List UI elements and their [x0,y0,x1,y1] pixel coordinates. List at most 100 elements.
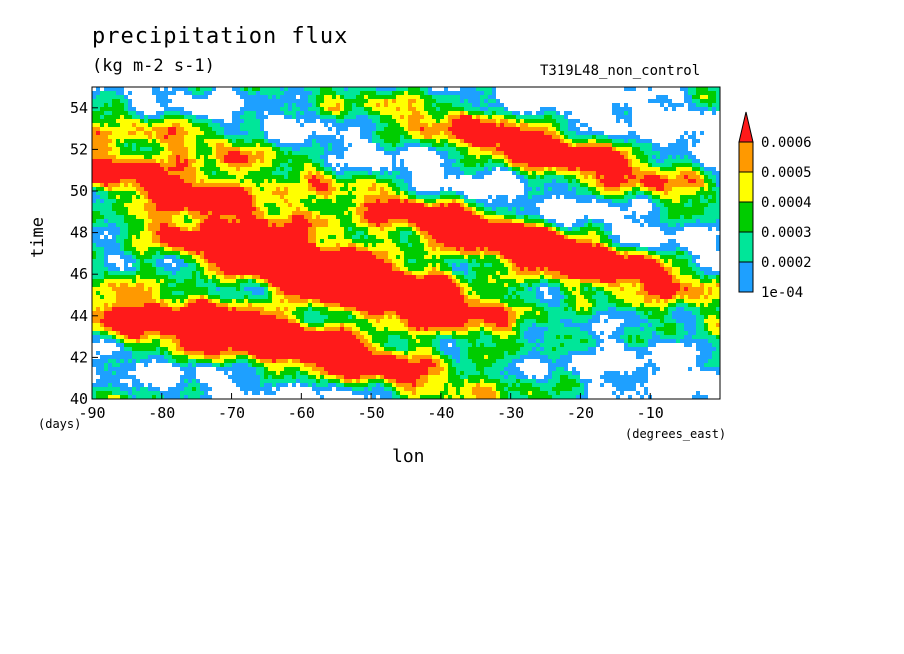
heatmap-cell [484,171,488,175]
heatmap-cell [356,219,360,223]
heatmap-cell [352,183,356,187]
heatmap-cell [424,211,428,215]
heatmap-cell [312,167,316,171]
heatmap-cell [116,163,120,167]
heatmap-cell [612,195,616,199]
heatmap-cell [636,175,640,179]
heatmap-cell [148,235,152,239]
heatmap-cell [360,195,364,199]
heatmap-cell [128,111,132,115]
heatmap-cell [516,131,520,135]
heatmap-cell [168,199,172,203]
heatmap-cell [668,103,672,107]
heatmap-cell [144,167,148,171]
heatmap-cell [356,239,360,243]
heatmap-cell [132,139,136,143]
heatmap-cell [704,211,708,215]
heatmap-cell [248,95,252,99]
heatmap-cell [300,207,304,211]
heatmap-cell [568,191,572,195]
heatmap-cell [280,231,284,235]
heatmap-cell [172,115,176,119]
heatmap-cell [540,231,544,235]
heatmap-cell [196,163,200,167]
heatmap-cell [92,103,96,107]
heatmap-cell [308,147,312,151]
heatmap-cell [348,183,352,187]
heatmap-cell [592,147,596,151]
heatmap-cell [616,179,620,183]
heatmap-cell [376,91,380,95]
heatmap-cell [480,203,484,207]
heatmap-cell [668,183,672,187]
heatmap-cell [396,87,400,91]
heatmap-cell [496,155,500,159]
heatmap-cell [508,211,512,215]
heatmap-cell [700,183,704,187]
heatmap-cell [172,239,176,243]
heatmap-cell [600,179,604,183]
heatmap-cell [632,171,636,175]
heatmap-cell [152,143,156,147]
heatmap-cell [476,127,480,131]
heatmap-cell [192,223,196,227]
heatmap-cell [288,203,292,207]
heatmap-cell [384,227,388,231]
heatmap-cell [612,171,616,175]
heatmap-cell [352,199,356,203]
heatmap-cell [640,191,644,195]
heatmap-cell [296,239,300,243]
heatmap-cell [460,171,464,175]
heatmap-cell [536,155,540,159]
heatmap-cell [676,223,680,227]
heatmap-cell [192,187,196,191]
heatmap-cell [700,111,704,115]
heatmap-cell [632,131,636,135]
heatmap-cell [408,199,412,203]
heatmap-cell [200,203,204,207]
heatmap-cell [480,91,484,95]
heatmap-cell [184,159,188,163]
heatmap-cell [368,107,372,111]
heatmap-cell [576,167,580,171]
heatmap-cell [264,147,268,151]
heatmap-cell [344,107,348,111]
heatmap-cell [684,139,688,143]
heatmap-cell [460,123,464,127]
heatmap-cell [532,159,536,163]
heatmap-cell [284,199,288,203]
heatmap-cell [496,195,500,199]
heatmap-cell [444,103,448,107]
heatmap-cell [404,111,408,115]
heatmap-cell [208,159,212,163]
heatmap-cell [360,103,364,107]
heatmap-cell [196,211,200,215]
heatmap-cell [356,191,360,195]
heatmap-cell [228,143,232,147]
heatmap-cell [388,111,392,115]
heatmap-cell [120,111,124,115]
heatmap-cell [392,203,396,207]
heatmap-cell [128,135,132,139]
heatmap-cell [188,131,192,135]
heatmap-cell [176,235,180,239]
heatmap-cell [348,179,352,183]
heatmap-cell [560,159,564,163]
heatmap-cell [388,243,392,247]
heatmap-cell [196,159,200,163]
heatmap-cell [224,155,228,159]
heatmap-cell [100,207,104,211]
heatmap-cell [504,119,508,123]
heatmap-cell [672,215,676,219]
heatmap-cell [568,183,572,187]
heatmap-cell [672,151,676,155]
heatmap-cell [156,235,160,239]
heatmap-cell [456,171,460,175]
heatmap-cell [412,115,416,119]
heatmap-cell [512,231,516,235]
heatmap-cell [708,191,712,195]
heatmap-cell [152,127,156,131]
heatmap-cell [612,155,616,159]
heatmap-cell [372,179,376,183]
heatmap-cell [472,139,476,143]
